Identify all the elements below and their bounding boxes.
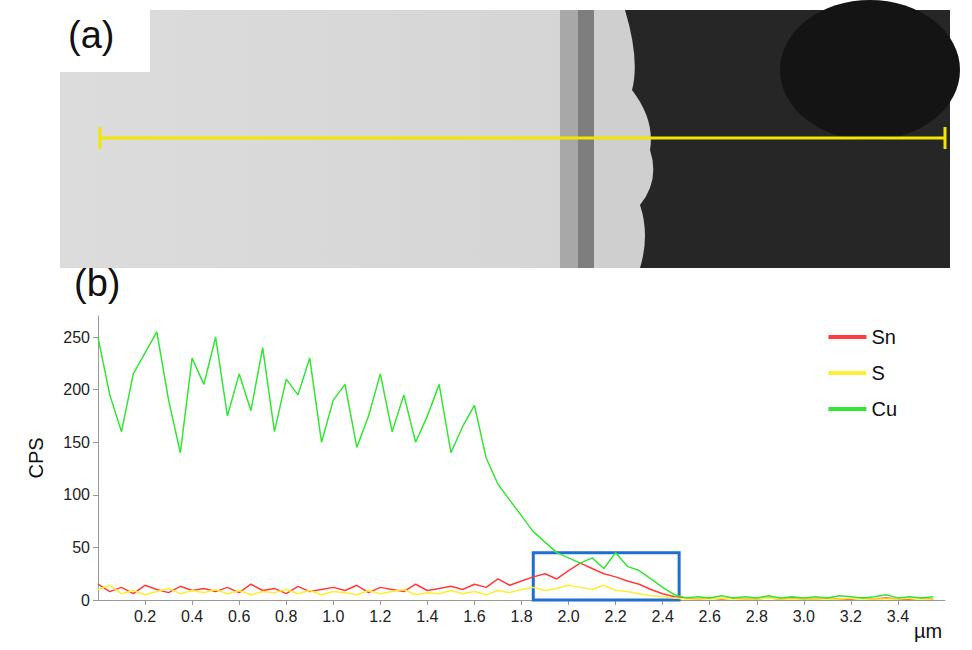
svg-text:Cu: Cu: [871, 398, 897, 420]
svg-text:1.8: 1.8: [510, 608, 532, 625]
svg-text:0.4: 0.4: [181, 608, 203, 625]
svg-text:1.2: 1.2: [369, 608, 391, 625]
html-text:(b): (b): [74, 262, 121, 304]
svg-text:1.0: 1.0: [322, 608, 344, 625]
svg-text:2.4: 2.4: [652, 608, 674, 625]
svg-text:3.0: 3.0: [793, 608, 815, 625]
svg-text:200: 200: [63, 381, 90, 398]
svg-text:0: 0: [81, 592, 90, 609]
svg-text:2.8: 2.8: [746, 608, 768, 625]
svg-text:CPS: CPS: [25, 437, 47, 478]
svg-text:Sn: Sn: [871, 326, 895, 348]
html-text:µm: µm: [914, 620, 943, 642]
svg-text:2.6: 2.6: [699, 608, 721, 625]
html-text:(a): (a): [68, 14, 115, 56]
svg-text:100: 100: [63, 486, 90, 503]
svg-text:2.0: 2.0: [557, 608, 579, 625]
svg-text:S: S: [871, 362, 884, 384]
svg-text:0.2: 0.2: [134, 608, 156, 625]
svg-text:0.8: 0.8: [275, 608, 297, 625]
svg-text:1.4: 1.4: [416, 608, 438, 625]
svg-text:3.2: 3.2: [840, 608, 862, 625]
svg-text:50: 50: [72, 539, 90, 556]
svg-text:250: 250: [63, 329, 90, 346]
svg-text:0.6: 0.6: [228, 608, 250, 625]
svg-text:150: 150: [63, 434, 90, 451]
svg-text:1.6: 1.6: [463, 608, 485, 625]
svg-text:2.2: 2.2: [604, 608, 626, 625]
svg-text:3.4: 3.4: [887, 608, 909, 625]
